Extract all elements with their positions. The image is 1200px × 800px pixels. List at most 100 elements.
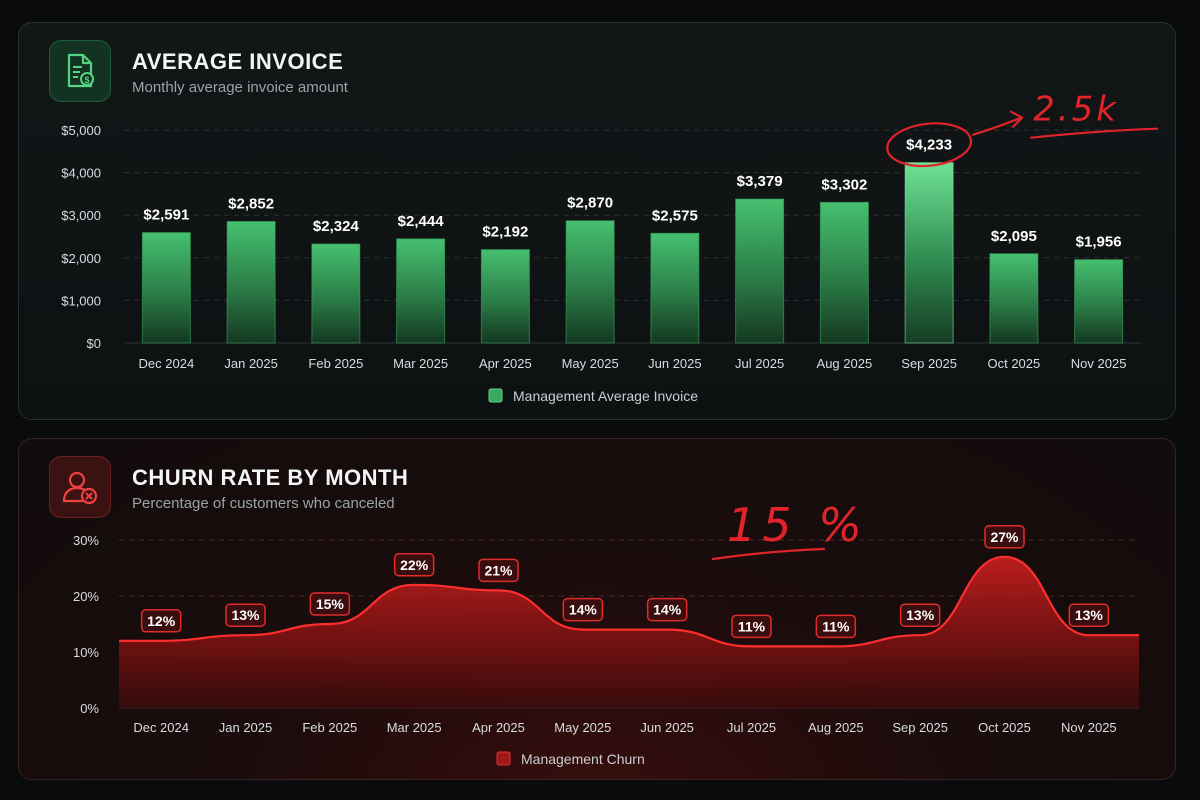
bar[interactable] <box>904 162 954 344</box>
invoice-bar-chart: $0 $1,000 $2,000 $3,000 $4,000 $5,000 $2,591 $… <box>61 90 1159 404</box>
data-label-box <box>309 592 351 616</box>
annotation-circle <box>886 122 973 168</box>
data-point[interactable] <box>830 640 842 652</box>
annotation-arrow <box>972 116 1023 136</box>
data-point[interactable] <box>155 635 167 647</box>
bar[interactable] <box>650 232 700 344</box>
y-tick-label: $0 <box>87 336 101 351</box>
invoice-chart-title: AVERAGE INVOICE <box>132 49 344 74</box>
annotation-underline <box>711 547 826 561</box>
churn-rate-panel: CHURN RATE BY MONTH Percentage of custom… <box>18 438 1176 780</box>
data-point-label: 15% <box>316 596 345 612</box>
y-tick-label: 0% <box>80 701 99 716</box>
annotation-arrowhead <box>1010 110 1024 128</box>
data-point-label: 11% <box>738 618 766 634</box>
annotation-text: 15 % <box>727 498 868 552</box>
x-tick-label: Jan 2025 <box>224 356 278 371</box>
data-label-box <box>984 525 1025 549</box>
data-label-box <box>731 614 772 639</box>
bar-value-label: $3,379 <box>737 173 783 190</box>
bar-value-label: $1,956 <box>1076 234 1122 251</box>
bar[interactable] <box>819 201 869 344</box>
data-point[interactable] <box>999 551 1011 563</box>
x-tick-label: Jun 2025 <box>648 356 702 371</box>
svg-text:$: $ <box>84 75 89 85</box>
y-tick-label: 20% <box>73 589 99 604</box>
bar-value-label: $2,852 <box>228 196 274 213</box>
bar-value-label: $3,302 <box>821 176 867 193</box>
bar[interactable] <box>989 253 1039 344</box>
data-point[interactable] <box>324 618 336 630</box>
x-tick-label: May 2025 <box>562 356 619 371</box>
bar[interactable] <box>396 238 446 344</box>
churn-line <box>119 555 1139 648</box>
data-point-label: 21% <box>484 562 513 578</box>
y-tick-label: $1,000 <box>61 293 101 308</box>
legend-swatch <box>496 751 511 766</box>
data-point-label: 27% <box>990 529 1019 545</box>
bar-value-label: $4,233 <box>906 137 952 154</box>
data-point[interactable] <box>661 624 673 636</box>
legend-label: Management Churn <box>521 751 645 767</box>
x-tick-label: Sep 2025 <box>892 720 948 735</box>
annotation-underline <box>1030 127 1159 139</box>
data-point[interactable] <box>746 640 758 652</box>
x-tick-label: Feb 2025 <box>302 720 357 735</box>
bar[interactable] <box>311 243 361 344</box>
data-point-label: 13% <box>1075 607 1104 623</box>
bar-value-label: $2,324 <box>313 218 360 235</box>
bar[interactable] <box>141 232 191 344</box>
x-tick-label: Dec 2024 <box>139 356 195 371</box>
bar-value-label: $2,575 <box>652 207 698 224</box>
data-point-label: 22% <box>400 557 429 573</box>
data-label-box <box>815 614 857 639</box>
bar-value-label: $2,444 <box>398 213 445 230</box>
bar-value-label: $2,870 <box>567 195 613 212</box>
x-tick-label: Aug 2025 <box>817 356 873 371</box>
churn-chart-title: CHURN RATE BY MONTH <box>132 465 409 490</box>
y-tick-label: $4,000 <box>61 166 101 181</box>
data-point[interactable] <box>577 624 589 636</box>
data-label-box <box>646 597 688 622</box>
bar[interactable] <box>1074 259 1124 344</box>
legend-swatch <box>488 388 503 403</box>
bar[interactable] <box>480 249 530 344</box>
x-tick-label: Oct 2025 <box>987 356 1040 371</box>
x-tick-label: Nov 2025 <box>1071 356 1127 371</box>
data-point-label: 14% <box>569 602 598 618</box>
y-tick-label: 10% <box>73 645 99 660</box>
bar[interactable] <box>226 221 276 344</box>
invoice-chart-subtitle: Monthly average invoice amount <box>132 79 348 96</box>
bar-value-label: $2,095 <box>991 228 1037 245</box>
data-label-box <box>562 597 604 622</box>
x-tick-label: Jul 2025 <box>735 356 784 371</box>
x-tick-label: May 2025 <box>554 720 611 735</box>
data-point-label: 12% <box>147 613 176 629</box>
data-label-box <box>393 553 435 577</box>
legend-label: Management Average Invoice <box>513 388 698 404</box>
data-point[interactable] <box>1083 629 1095 641</box>
x-tick-label: Mar 2025 <box>387 720 442 735</box>
data-point-label: 13% <box>231 607 260 623</box>
y-tick-label: $5,000 <box>61 123 101 138</box>
data-point[interactable] <box>240 629 252 641</box>
x-tick-label: Jul 2025 <box>727 720 776 735</box>
y-tick-label: 30% <box>73 533 99 548</box>
x-tick-label: Nov 2025 <box>1061 720 1117 735</box>
bar[interactable] <box>565 220 615 344</box>
x-tick-label: Apr 2025 <box>472 720 525 735</box>
annotation-text: 2.5k <box>1033 90 1119 130</box>
data-point[interactable] <box>914 629 926 641</box>
x-tick-label: Sep 2025 <box>901 356 957 371</box>
x-tick-label: Dec 2024 <box>133 720 189 735</box>
invoice-document-icon: $ <box>49 40 111 102</box>
x-tick-label: Jan 2025 <box>219 720 273 735</box>
x-tick-label: Mar 2025 <box>393 356 448 371</box>
data-point[interactable] <box>408 579 420 591</box>
data-label-box <box>1068 603 1110 627</box>
bar[interactable] <box>735 198 785 344</box>
bar-value-label: $2,192 <box>482 224 528 241</box>
data-point[interactable] <box>493 584 505 596</box>
bar-value-label: $2,591 <box>143 207 189 224</box>
x-tick-label: Feb 2025 <box>308 356 363 371</box>
